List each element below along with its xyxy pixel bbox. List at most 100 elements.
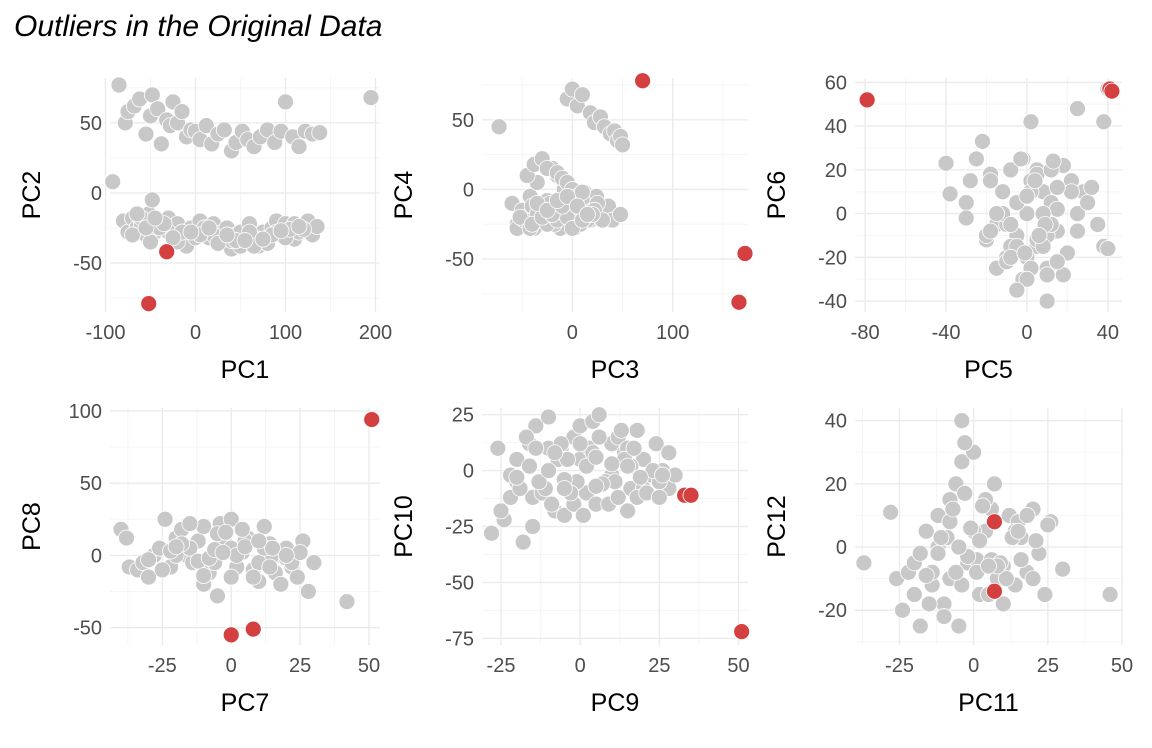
panel-3-point — [1038, 266, 1056, 284]
panel-4-point — [118, 529, 135, 547]
panel-1-point — [104, 173, 122, 191]
panel-3-point — [1069, 100, 1086, 118]
panel-3-point — [937, 154, 955, 172]
panel-4-point — [214, 544, 232, 561]
panel-2-point — [573, 86, 591, 104]
panel-4-x-axis-label: PC7 — [221, 689, 270, 717]
panel-3-point — [1018, 270, 1036, 288]
panel-1-point — [272, 222, 290, 240]
panel-1-point — [152, 135, 170, 153]
panel-3-x-tick-label: -80 — [851, 322, 880, 344]
panel-6-point — [882, 503, 899, 521]
panel-1-point — [137, 125, 155, 143]
panel-4-outlier-point — [363, 411, 381, 428]
panel-4-x-tick-label: 25 — [289, 655, 311, 677]
panel-5-point — [619, 457, 637, 475]
panel-5-point — [587, 448, 605, 466]
panel-6-y-tick-label: 0 — [836, 537, 847, 559]
panel-5-point — [489, 439, 507, 457]
panel-3-y-tick-label: 40 — [825, 116, 847, 138]
panel-4-point — [140, 568, 157, 586]
panel-5-point — [571, 435, 589, 453]
panel-2-point — [578, 206, 596, 223]
panel-5-outlier-point — [682, 486, 700, 504]
panel-5-point — [540, 408, 557, 426]
panel-3-y-tick-label: -40 — [818, 291, 847, 313]
panel-4-point — [167, 538, 185, 556]
panel-3-point — [957, 209, 975, 227]
panel-1-point — [290, 138, 308, 156]
panel-3-point — [1089, 216, 1107, 233]
panel-6-point — [956, 484, 974, 502]
panel-1-point — [164, 229, 182, 247]
panel-6-point — [935, 608, 953, 625]
panel-3-x-tick-label: 0 — [1021, 322, 1032, 344]
panel-6-point — [932, 529, 950, 546]
panel-1-x-tick-label: -100 — [85, 322, 125, 344]
panel-6-point — [1012, 551, 1030, 569]
panel-5-point — [546, 444, 564, 462]
panel-1-point — [142, 233, 159, 251]
panel-6-point — [1024, 570, 1042, 588]
panel-6-point — [956, 434, 974, 452]
panel-6-point — [894, 601, 911, 619]
panel-5-point — [483, 524, 500, 542]
panel-1-y-axis-label: PC2 — [18, 171, 46, 220]
panel-4-point — [156, 510, 174, 528]
panel-3-point — [961, 172, 979, 190]
panel-5-point — [625, 439, 643, 457]
panel-1-x-axis-label: PC1 — [221, 356, 270, 384]
panel-3-point — [1012, 150, 1030, 168]
panel-4-point — [250, 532, 268, 550]
panel-4-point — [195, 567, 213, 585]
panel-6-point — [911, 617, 929, 635]
panel-2-x-tick-label: 100 — [656, 322, 689, 344]
panel-3-y-axis-label: PC6 — [763, 171, 791, 220]
panel-1-outlier-point — [158, 243, 176, 261]
panel-5-point — [527, 417, 545, 435]
panel-4-point — [153, 561, 171, 579]
panel-5-point — [540, 462, 557, 480]
panel-6-point — [917, 522, 935, 540]
panel-2-y-tick-label: -50 — [445, 249, 474, 271]
panel-6-point — [1054, 560, 1072, 578]
panel-2-point — [490, 118, 508, 136]
panel-1-point — [200, 219, 218, 237]
panel-4-point — [288, 568, 306, 586]
panel-2-y-tick-label: 50 — [452, 110, 474, 132]
panel-3-point — [1069, 222, 1086, 240]
panel-3-point — [941, 185, 959, 203]
panel-5-point — [590, 428, 608, 446]
panel-4-point — [291, 544, 309, 561]
panel-3-point — [1099, 240, 1117, 257]
panel-3-outlier-point — [858, 91, 876, 109]
panel-1-point — [110, 76, 128, 94]
panel-4-outlier-point — [244, 620, 262, 638]
panel-5-point — [555, 480, 573, 497]
panel-3-x-tick-label: -40 — [932, 322, 961, 344]
panel-6-outlier-point — [986, 513, 1003, 531]
panel-6-point — [920, 595, 938, 613]
panel-3-point — [1048, 253, 1066, 271]
panel-3-point — [1095, 113, 1113, 131]
panel-1-point — [182, 223, 200, 241]
panel-4-point — [255, 518, 273, 535]
panel-6-x-tick-label: 50 — [1111, 655, 1133, 677]
panel-6-point — [962, 519, 980, 537]
panel-3-y-tick-label: -20 — [818, 247, 847, 269]
panel-4-point — [305, 554, 323, 572]
panel-6-x-tick-label: -25 — [885, 655, 914, 677]
panel-4-y-tick-label: 0 — [91, 545, 102, 567]
panel-5-x-tick-label: 0 — [575, 655, 586, 677]
panel-3-point — [1002, 216, 1020, 233]
panel-5-point — [492, 502, 510, 520]
panel-4-point — [264, 539, 281, 557]
panel-5-point — [508, 468, 526, 486]
panel-6-y-tick-label: -20 — [818, 600, 847, 622]
panel-6-y-tick-label: 20 — [825, 474, 847, 496]
panel-4-y-tick-label: -50 — [73, 618, 102, 640]
panel-6-point — [1036, 586, 1054, 603]
panel-5-point — [543, 495, 561, 513]
panel-1-point — [146, 209, 164, 227]
panel-5-point — [628, 421, 646, 439]
